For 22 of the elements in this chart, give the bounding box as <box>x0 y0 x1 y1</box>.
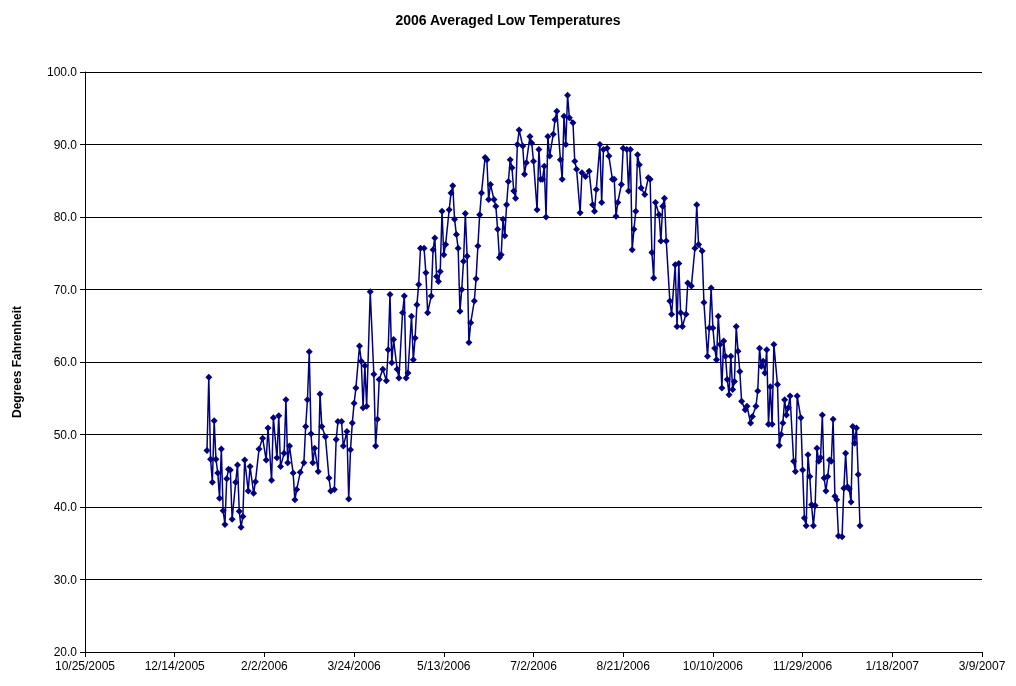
x-tick-label: 8/21/2006 <box>596 659 651 673</box>
y-tick-label: 20.0 <box>53 645 78 659</box>
x-tick-label: 11/29/2006 <box>773 659 833 673</box>
chart-title: 2006 Averaged Low Temperatures <box>395 12 621 28</box>
y-tick-label: 70.0 <box>53 282 78 297</box>
y-tick-label: 60.0 <box>53 355 78 369</box>
x-tick-label: 10/10/2006 <box>682 659 744 673</box>
x-tick-label: 5/13/2006 <box>417 659 471 673</box>
x-tick-label: 7/2/2006 <box>510 659 558 673</box>
x-tick-label: 1/18/2007 <box>865 659 920 673</box>
x-tick-label: 2/2/2006 <box>241 659 289 673</box>
x-tick-label: 3/9/2007 <box>958 659 1006 673</box>
y-tick-label: 40.0 <box>53 500 78 514</box>
y-axis-title: Degrees Fahrenheit <box>10 305 24 419</box>
x-tick-label: 3/24/2006 <box>327 659 382 673</box>
y-tick-label: 30.0 <box>53 572 78 587</box>
y-tick-label: 80.0 <box>53 210 78 224</box>
y-tick-label: 90.0 <box>53 137 78 152</box>
y-tick-label: 50.0 <box>53 427 78 442</box>
x-tick-label: 12/14/2005 <box>144 659 206 673</box>
y-tick-label: 100.0 <box>46 65 78 79</box>
x-tick-label: 10/25/2005 <box>54 659 116 673</box>
